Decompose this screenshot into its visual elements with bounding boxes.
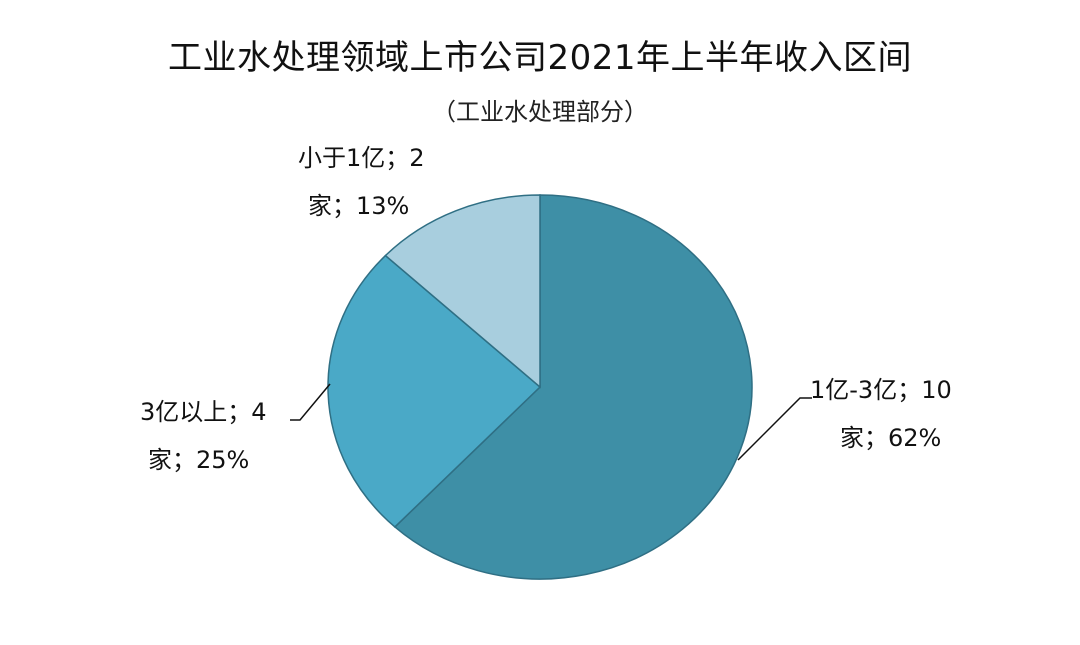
slice-label-3-line-1: 小于1亿；2 xyxy=(298,144,425,172)
slice-label-1-line-1: 1亿-3亿；10 xyxy=(810,376,952,404)
leader-line-2 xyxy=(290,383,331,421)
leader-line-1 xyxy=(737,397,812,461)
slice-labels: 1亿-3亿；10 家；62% 3亿以上；4 家；25% 小于1亿；2 家；13% xyxy=(140,144,952,474)
pie-slice-1 xyxy=(393,194,753,580)
leader-lines xyxy=(290,383,812,461)
slice-label-3-line-2: 家；13% xyxy=(308,192,409,220)
pie-slice-3 xyxy=(384,194,541,389)
slice-label-2-line-2: 家；25% xyxy=(148,446,249,474)
pie-slices xyxy=(327,194,753,580)
chart-subtitle: （工业水处理部分） xyxy=(432,98,648,126)
chart-title: 工业水处理领域上市公司2021年上半年收入区间 xyxy=(167,38,913,78)
slice-label-2-line-1: 3亿以上；4 xyxy=(140,398,267,426)
slice-label-1-line-2: 家；62% xyxy=(840,424,941,452)
pie-slice-2 xyxy=(327,254,542,528)
